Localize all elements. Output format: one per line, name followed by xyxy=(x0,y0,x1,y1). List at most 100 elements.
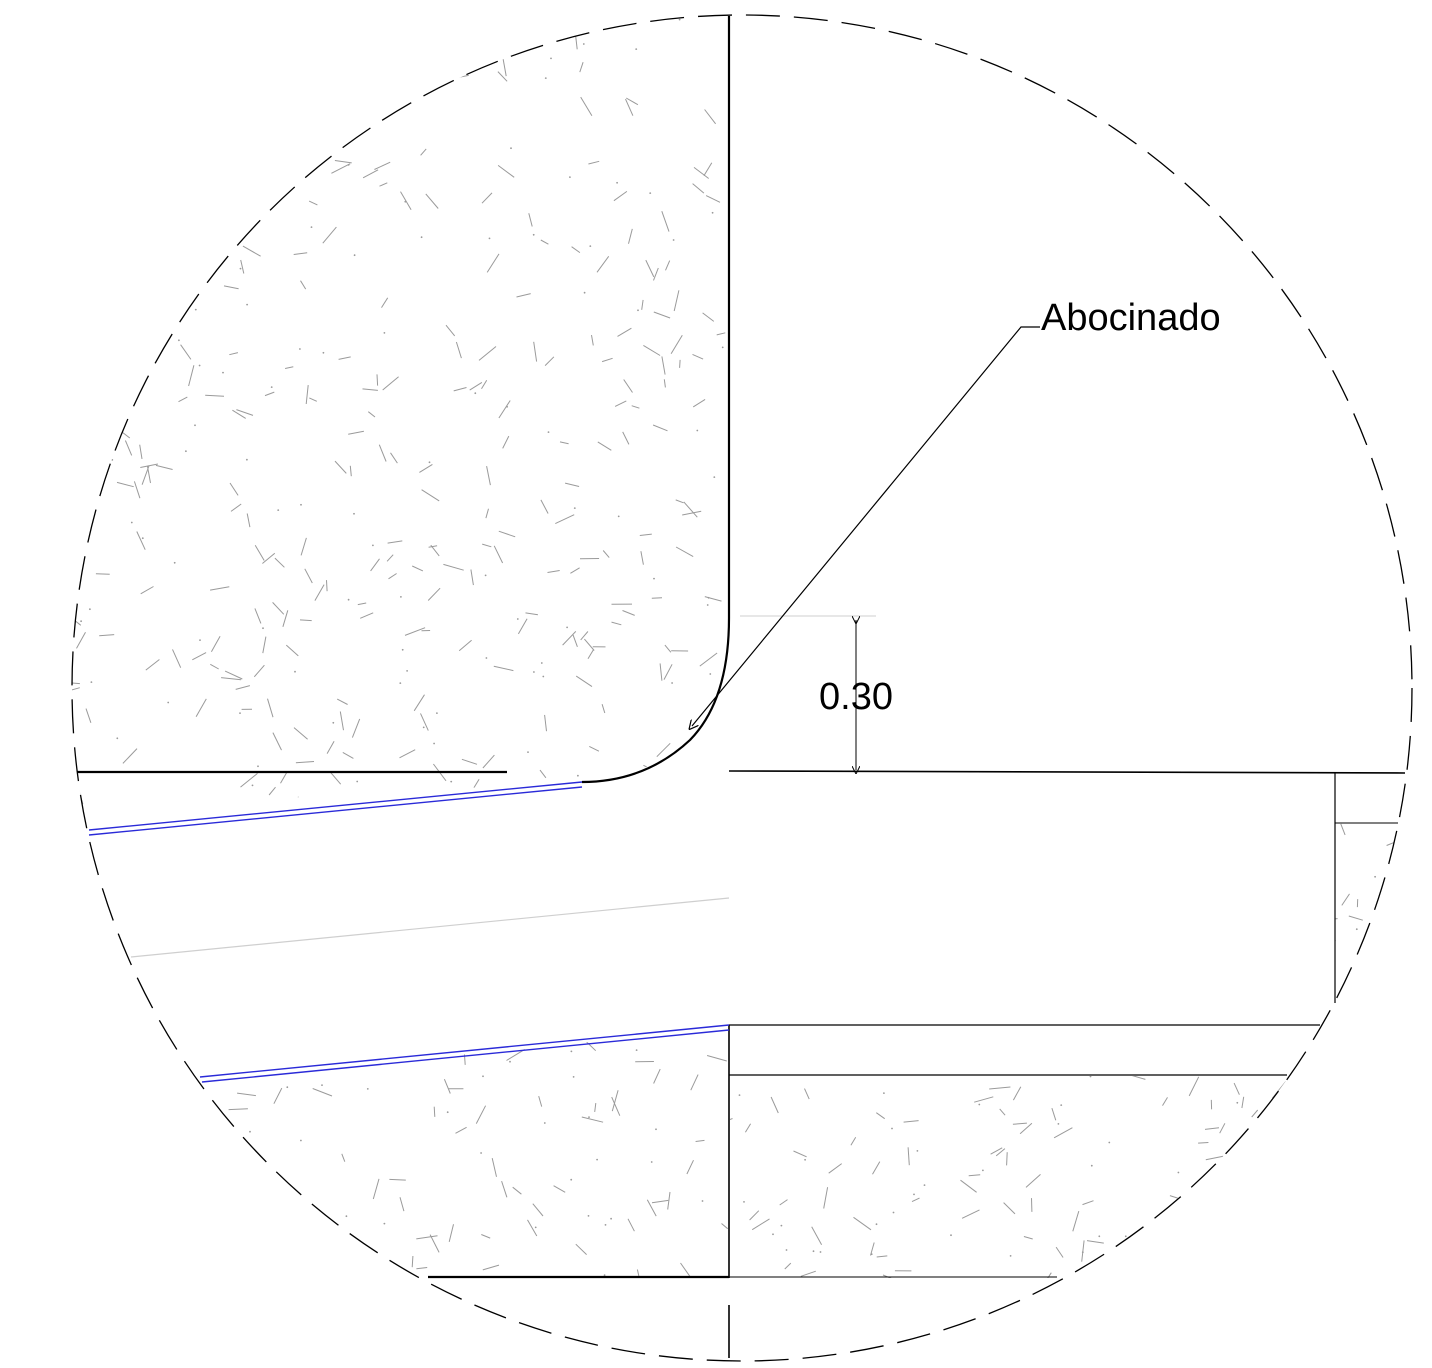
hatch-dot xyxy=(892,1211,895,1214)
hatch-dot xyxy=(1368,998,1370,1000)
hatch-dash xyxy=(800,1270,816,1277)
hatch-dash xyxy=(828,1163,842,1174)
hatch-dash xyxy=(571,246,581,254)
hatch-dash xyxy=(559,441,569,445)
hatch-dash xyxy=(180,344,192,360)
hatch-dot xyxy=(249,1130,251,1133)
hatch-dash xyxy=(539,769,547,779)
hatch-dot xyxy=(870,1253,873,1256)
hatch-dash xyxy=(326,580,328,592)
hatch-dash xyxy=(562,631,577,646)
hatch-dash xyxy=(264,391,275,397)
hatch-dash xyxy=(229,482,239,496)
hatch-dash xyxy=(482,754,495,769)
hatch-dash xyxy=(540,499,549,514)
hatch-dot xyxy=(543,1122,546,1124)
hatch-dash xyxy=(336,698,348,705)
hatch-dash xyxy=(399,749,416,759)
hatch-dot xyxy=(883,1092,885,1094)
hatch-dash xyxy=(322,226,337,244)
hatch-dash xyxy=(319,1049,332,1059)
hatch-dash xyxy=(493,665,514,672)
hatch-dash xyxy=(237,1092,256,1097)
hatch-dot xyxy=(385,10,387,12)
hatch-dot xyxy=(1374,875,1376,878)
hatch-dash xyxy=(876,1255,888,1258)
hatch-dash xyxy=(692,183,705,194)
hatch-dot xyxy=(772,1233,774,1236)
hatch-dot xyxy=(572,19,575,22)
hatch-dash xyxy=(784,1262,792,1270)
hatch-dot xyxy=(141,537,144,540)
hatch-dash xyxy=(695,777,711,794)
hatch-dash xyxy=(219,1216,239,1228)
hatch-dash xyxy=(54,213,63,227)
hatch-dash xyxy=(517,618,528,635)
hatch-dash xyxy=(72,687,80,694)
hatch-dash xyxy=(673,290,680,312)
hatch-dash xyxy=(221,677,242,681)
hatch-dash xyxy=(493,545,504,564)
hatch-dot xyxy=(173,561,176,564)
concrete-hatch-icon xyxy=(54,10,1412,1278)
hatch-dash xyxy=(525,612,538,616)
hatch-dash xyxy=(131,383,135,392)
hatch-dash xyxy=(1341,893,1350,906)
hatch-dash xyxy=(360,612,374,619)
hatch-dash xyxy=(601,704,606,714)
hatch-top-left xyxy=(54,10,728,810)
hatch-dash xyxy=(339,711,344,731)
hatch-dash xyxy=(240,259,245,274)
hatch-dash xyxy=(176,107,189,123)
hatch-dash xyxy=(1003,1202,1016,1215)
hatch-dash xyxy=(485,508,489,519)
hatch-dash xyxy=(683,501,698,518)
hatch-dash xyxy=(498,400,511,419)
hatch-dash xyxy=(572,634,578,647)
hatch-dash xyxy=(282,610,289,627)
hatch-dash xyxy=(351,718,361,738)
hatch-dash xyxy=(870,1242,875,1256)
hatch-dash xyxy=(622,610,635,616)
hatch-dash xyxy=(663,664,673,680)
hatch-dot xyxy=(246,458,248,461)
hatch-dash xyxy=(136,531,146,550)
hatch-dot xyxy=(1009,1255,1012,1257)
hatch-dash xyxy=(744,1123,752,1133)
hatch-dash xyxy=(295,761,315,764)
hatch-dash xyxy=(150,91,159,97)
hatch-dot xyxy=(167,701,170,704)
hatch-dash xyxy=(1051,1107,1057,1121)
hatch-dash xyxy=(1267,1210,1275,1224)
hatch-dot xyxy=(573,507,576,509)
hatch-bottom-left xyxy=(192,1028,728,1278)
hatch-dash xyxy=(224,1028,233,1030)
hatch-dash xyxy=(1340,823,1346,836)
hatch-dash xyxy=(665,260,671,271)
hatch-dot xyxy=(583,291,586,294)
hatch-dot xyxy=(819,1251,822,1253)
hatch-dot xyxy=(738,1094,741,1096)
hatch-dot xyxy=(582,43,585,45)
hatch-dot xyxy=(785,1249,788,1251)
hatch-dash xyxy=(184,97,196,117)
hatch-dash xyxy=(428,545,438,548)
hatch-dash xyxy=(232,1201,239,1212)
hatch-dash xyxy=(210,663,219,670)
hatch-dot xyxy=(262,1270,265,1273)
detail-boundary-circle xyxy=(71,14,1413,1362)
hatch-dot xyxy=(206,1209,209,1212)
hatch-dash xyxy=(1012,1122,1027,1125)
hatch-dash xyxy=(1053,1127,1073,1139)
hatch-dash xyxy=(106,403,112,420)
hatch-dash xyxy=(268,786,276,796)
hatch-dash xyxy=(192,1099,213,1103)
hatch-dash xyxy=(288,133,305,144)
hatch-dash xyxy=(242,245,261,257)
hatch-dash xyxy=(372,1178,380,1200)
hatch-dash xyxy=(575,1243,587,1255)
hatch-dash xyxy=(350,1043,353,1055)
hatch-dot xyxy=(270,386,273,388)
hatch-dash xyxy=(527,1030,530,1040)
hatch-dot xyxy=(1090,1164,1093,1167)
